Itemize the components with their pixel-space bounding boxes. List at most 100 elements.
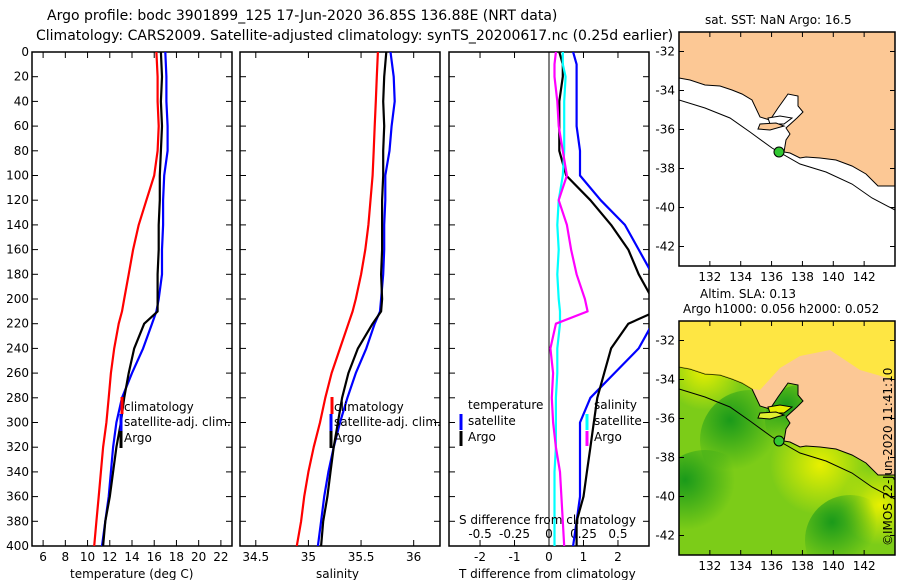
series-line-satellite-t-diff xyxy=(572,52,649,546)
legend-label-argo: Argo xyxy=(124,431,152,445)
x-tick-label: 1 xyxy=(580,550,588,564)
lat-tick-label: -36 xyxy=(655,412,675,426)
salinity-axis-label: salinity xyxy=(316,567,359,580)
sla-map-ticks xyxy=(679,321,895,555)
series-line-satellite-s-diff xyxy=(553,52,567,546)
x-tick-label: 2 xyxy=(614,550,622,564)
sst-map-ticks xyxy=(679,32,895,266)
australia-landmass xyxy=(679,32,895,187)
lat-tick-label: -34 xyxy=(655,373,675,387)
t-difference-axis-label: T difference from climatology xyxy=(458,567,636,580)
depth-tick-label: 40 xyxy=(14,94,29,108)
lon-tick-label: 134 xyxy=(729,559,752,573)
x-tick-label: 35 xyxy=(301,550,316,564)
difference-ticks xyxy=(449,51,649,547)
s-diff-tick-label: 0.5 xyxy=(608,527,627,541)
sla-map-title-line2: Argo h1000: 0.056 h2000: 0.052 xyxy=(683,302,879,316)
depth-tick-label: 80 xyxy=(14,144,29,158)
depth-tick-label: 120 xyxy=(6,193,29,207)
sla-map-title-line1: Altim. SLA: 0.13 xyxy=(700,287,796,301)
t-difference-axis-tick-labels: -2 -1 0 1 2 xyxy=(474,550,622,564)
depth-tick-label: 340 xyxy=(6,465,29,479)
shelf-contour xyxy=(679,388,895,500)
temperature-panel: 0 20 40 60 80 100 120 140 160 180 200 220 240 260 280 3… xyxy=(6,45,233,580)
salinity-series xyxy=(295,52,396,546)
legend-label-t-satellite: satellite xyxy=(468,414,516,428)
series-line-argo xyxy=(320,52,388,546)
lat-tick-label: -40 xyxy=(655,201,675,215)
lon-tick-label: 136 xyxy=(760,270,783,284)
salinity-panel: 34.5 35 35.5 36 climatology satellite-adj. … xyxy=(239,51,441,580)
depth-tick-label: 0 xyxy=(21,45,29,59)
depth-tick-label: 400 xyxy=(6,539,29,553)
depth-tick-label: 180 xyxy=(6,267,29,281)
depth-tick-label: 160 xyxy=(6,243,29,257)
depth-tick-label: 360 xyxy=(6,490,29,504)
x-tick-label: 35.5 xyxy=(348,550,375,564)
lon-tick-label: 134 xyxy=(729,270,752,284)
x-tick-label: 36 xyxy=(406,550,421,564)
figure-title-line2: Climatology: CARS2009. Satellite-adjuste… xyxy=(36,28,673,44)
x-tick-label: 16 xyxy=(147,550,162,564)
lat-tick-label: -40 xyxy=(655,490,675,504)
legend-label-climatology: climatology xyxy=(124,400,194,414)
sst-map-lon-labels: 132 134 136 138 140 142 xyxy=(698,270,875,284)
lon-tick-label: 132 xyxy=(698,559,721,573)
depth-tick-label: 140 xyxy=(6,218,29,232)
lon-tick-label: 136 xyxy=(760,559,783,573)
depth-tick-label: 100 xyxy=(6,169,29,183)
temperature-series xyxy=(93,52,169,546)
sla-map-panel: Altim. SLA: 0.13 Argo h1000: 0.056 h2000… xyxy=(655,287,896,573)
x-tick-label: 18 xyxy=(169,550,184,564)
sla-low-patch xyxy=(805,495,895,555)
x-tick-label: 12 xyxy=(102,550,117,564)
sla-low-patch xyxy=(679,450,755,550)
lat-tick-label: -34 xyxy=(655,84,675,98)
legend-label-satellite: satellite-adj. clim. xyxy=(334,415,441,429)
series-line-argo xyxy=(102,52,164,546)
legend-label-t-argo: Argo xyxy=(468,430,496,444)
salinity-ticks xyxy=(240,51,440,547)
kangaroo-island xyxy=(757,411,786,420)
lon-tick-label: 140 xyxy=(822,270,845,284)
x-tick-label: 6 xyxy=(39,550,47,564)
lat-tick-label: -42 xyxy=(655,529,675,543)
lon-tick-label: 142 xyxy=(853,270,876,284)
difference-legend: temperature satellite Argo salinity sate… xyxy=(459,398,642,446)
sla-map-lat-labels: -32 -34 -36 -38 -40 -42 xyxy=(655,334,675,543)
x-tick-label: -2 xyxy=(474,550,486,564)
x-tick-label: 10 xyxy=(80,550,95,564)
figure-title-line1: Argo profile: bodc 3901899_125 17-Jun-20… xyxy=(47,8,557,24)
x-tick-label: 8 xyxy=(62,550,70,564)
sst-map xyxy=(679,32,895,266)
argo-float-marker xyxy=(773,435,785,447)
argo-float-marker xyxy=(773,146,785,158)
lat-tick-label: -32 xyxy=(655,334,675,348)
lon-tick-label: 140 xyxy=(822,559,845,573)
salinity-plot-frame xyxy=(239,51,441,547)
series-line-climatology xyxy=(295,52,379,546)
x-tick-label: 20 xyxy=(191,550,206,564)
s-diff-tick-label: -0.25 xyxy=(499,527,530,541)
series-line-argo-s-diff xyxy=(549,52,589,546)
legend-label-s-argo: Argo xyxy=(594,430,622,444)
lat-tick-label: -38 xyxy=(655,451,675,465)
salinity-axis-tick-labels: 34.5 35 35.5 36 xyxy=(242,550,421,564)
depth-tick-label: 220 xyxy=(6,317,29,331)
lat-tick-label: -32 xyxy=(655,45,675,59)
legend-label-satellite: satellite-adj. clim. xyxy=(124,415,231,429)
x-tick-label: 22 xyxy=(213,550,228,564)
x-tick-label: 0 xyxy=(545,550,553,564)
legend-title-temperature: temperature xyxy=(468,398,543,412)
sst-map-panel: sat. SST: NaN Argo: 16.5 -32 -34 -36 -38 -40… xyxy=(655,13,896,284)
sst-map-frame xyxy=(678,31,896,267)
lat-tick-label: -38 xyxy=(655,162,675,176)
kangaroo-island xyxy=(757,122,786,131)
difference-series xyxy=(548,52,649,546)
sla-map xyxy=(679,321,895,555)
sst-map-lat-labels: -32 -34 -36 -38 -40 -42 xyxy=(655,45,675,254)
imos-credit: ©IMOS 22-Jun-2020 11:41:10 xyxy=(881,368,895,546)
lon-tick-label: 132 xyxy=(698,270,721,284)
temperature-plot-frame xyxy=(31,51,233,547)
